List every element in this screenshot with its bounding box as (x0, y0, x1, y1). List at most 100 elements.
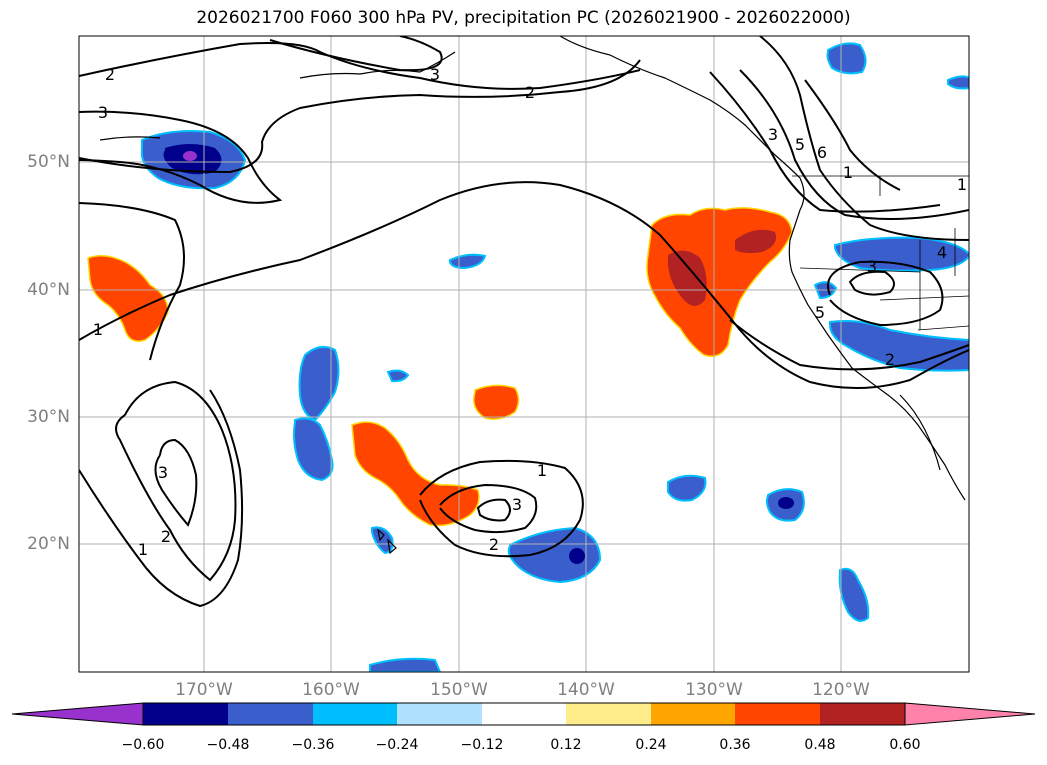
alaska-islands (299, 51, 456, 79)
baja-coast (899, 394, 941, 471)
contour-3-loop-right (848, 270, 895, 296)
lat-label-50n: 50°N (27, 152, 70, 172)
lon-label-150w: 150°W (430, 680, 488, 700)
lat-label-30n: 30°N (27, 407, 70, 427)
contour-3-north (269, 36, 443, 72)
contour-1-hawaii (419, 459, 584, 558)
lon-label-120w: 120°W (812, 680, 870, 700)
precip-neg-aleutian-purple (183, 151, 197, 161)
lat-label-20n: 20°N (27, 534, 70, 554)
colorbar-tick: 0.36 (719, 737, 751, 753)
contour-label: 4 (937, 243, 947, 262)
colorbar-frame (142, 702, 906, 726)
colorbar-segment (397, 703, 482, 725)
contour-label: 3 (867, 257, 877, 276)
lat-label-40n: 40°N (27, 280, 70, 300)
colorbar-tick: −0.60 (121, 737, 165, 753)
lon-label-170w: 170°W (175, 680, 233, 700)
contour-label: 2 (489, 535, 499, 554)
precip-neg-west-coast-1 (834, 236, 969, 272)
contour-label: 3 (430, 65, 440, 84)
colorbar-tick: −0.12 (460, 737, 504, 753)
precip-core-ne-pacific (668, 250, 707, 306)
contour-label: 1 (957, 175, 967, 194)
precip-positive-regions (87, 207, 793, 527)
precip-blob-west (87, 255, 169, 342)
contour-label: 2 (161, 527, 171, 546)
contour-3-inner-sw (154, 438, 198, 527)
contour-6 (804, 79, 901, 191)
colorbar-tick: 0.24 (635, 737, 667, 753)
colorbar (11, 702, 1036, 726)
contour-1-big (79, 181, 969, 390)
colorbar-segment (651, 703, 735, 725)
colorbar-tick: 0.60 (889, 737, 921, 753)
precip-neg-small-2 (369, 657, 442, 672)
contour-label: 1 (93, 320, 103, 339)
contour-label: 3 (98, 103, 108, 122)
contour-label: 6 (817, 143, 827, 162)
colorbar-extend-high (904, 702, 1036, 726)
colorbar-segment (735, 703, 820, 725)
precip-neg-small-4 (386, 369, 410, 383)
hawaii-2 (387, 538, 397, 555)
contour-2-loop-right (827, 260, 944, 327)
colorbar-extend-low (11, 702, 144, 726)
contour-3-ring (739, 69, 969, 220)
contour-2-loop (79, 59, 641, 174)
contour-inner-hawaii (476, 498, 511, 522)
precip-neg-small-1 (667, 474, 707, 502)
lon-label-140w: 140°W (557, 680, 615, 700)
contour-3-west (79, 110, 283, 204)
hawaii-1 (377, 528, 385, 542)
pv-contours (79, 36, 969, 608)
contour-label: 2 (105, 65, 115, 84)
aleutian-chain (99, 136, 161, 141)
coastlines (99, 36, 966, 555)
colorbar-tick: −0.24 (375, 737, 419, 753)
gridlines (79, 36, 969, 672)
contour-2-sw (79, 389, 244, 608)
north-america-coast (559, 36, 966, 501)
plot-frame (78, 35, 970, 673)
contour-label: 5 (795, 135, 805, 154)
contour-label: 1 (138, 540, 148, 559)
contour-label: 1 (843, 163, 853, 182)
precip-neg-hawaii-east (507, 526, 602, 584)
precip-neg-south (838, 567, 870, 622)
contour-label: 2 (885, 350, 895, 369)
lon-label-160w: 160°W (302, 680, 360, 700)
contour-2-north (79, 42, 641, 90)
contour-1-inner (79, 202, 185, 361)
contour-label: 5 (815, 303, 825, 322)
contour-label: 3 (512, 495, 522, 514)
precip-neg-small-7 (947, 75, 969, 90)
precip-neg-nw (826, 42, 867, 75)
precip-blob-small (473, 384, 520, 420)
colorbar-segment (482, 703, 566, 725)
contour-label: 2 (525, 83, 535, 102)
precip-neg-central-2 (293, 417, 334, 482)
colorbar-segment (313, 703, 397, 725)
lon-label-130w: 130°W (685, 680, 743, 700)
colorbar-segment (820, 703, 905, 725)
precip-core-ne-pacific-2 (735, 229, 777, 254)
precip-blob-subtropical (351, 421, 480, 527)
colorbar-tick: −0.36 (291, 737, 335, 753)
plot-area: 2 3 2 3 1 3 5 6 1 3 4 2 5 1 3 1 2 1 3 2 (79, 36, 969, 672)
precip-neg-core-2 (778, 497, 794, 509)
contour-label: 1 (537, 461, 547, 480)
contour-5 (709, 71, 941, 213)
colorbar-tick: 0.12 (550, 737, 582, 753)
boundaries (792, 175, 969, 331)
colorbar-tick: −0.48 (206, 737, 250, 753)
contour-lower-right (729, 319, 969, 371)
contour-label: 3 (768, 125, 778, 144)
contour-3-sw-loop (115, 380, 237, 582)
contour-labels: 2 3 2 3 1 3 5 6 1 3 4 2 5 1 3 1 2 1 3 2 (93, 65, 967, 559)
contour-3-hawaii (439, 483, 538, 534)
contour-1-upper-right (759, 36, 969, 241)
contour-label: 3 (158, 463, 168, 482)
precip-neg-small-5 (371, 526, 394, 555)
colorbar-segment (143, 703, 228, 725)
